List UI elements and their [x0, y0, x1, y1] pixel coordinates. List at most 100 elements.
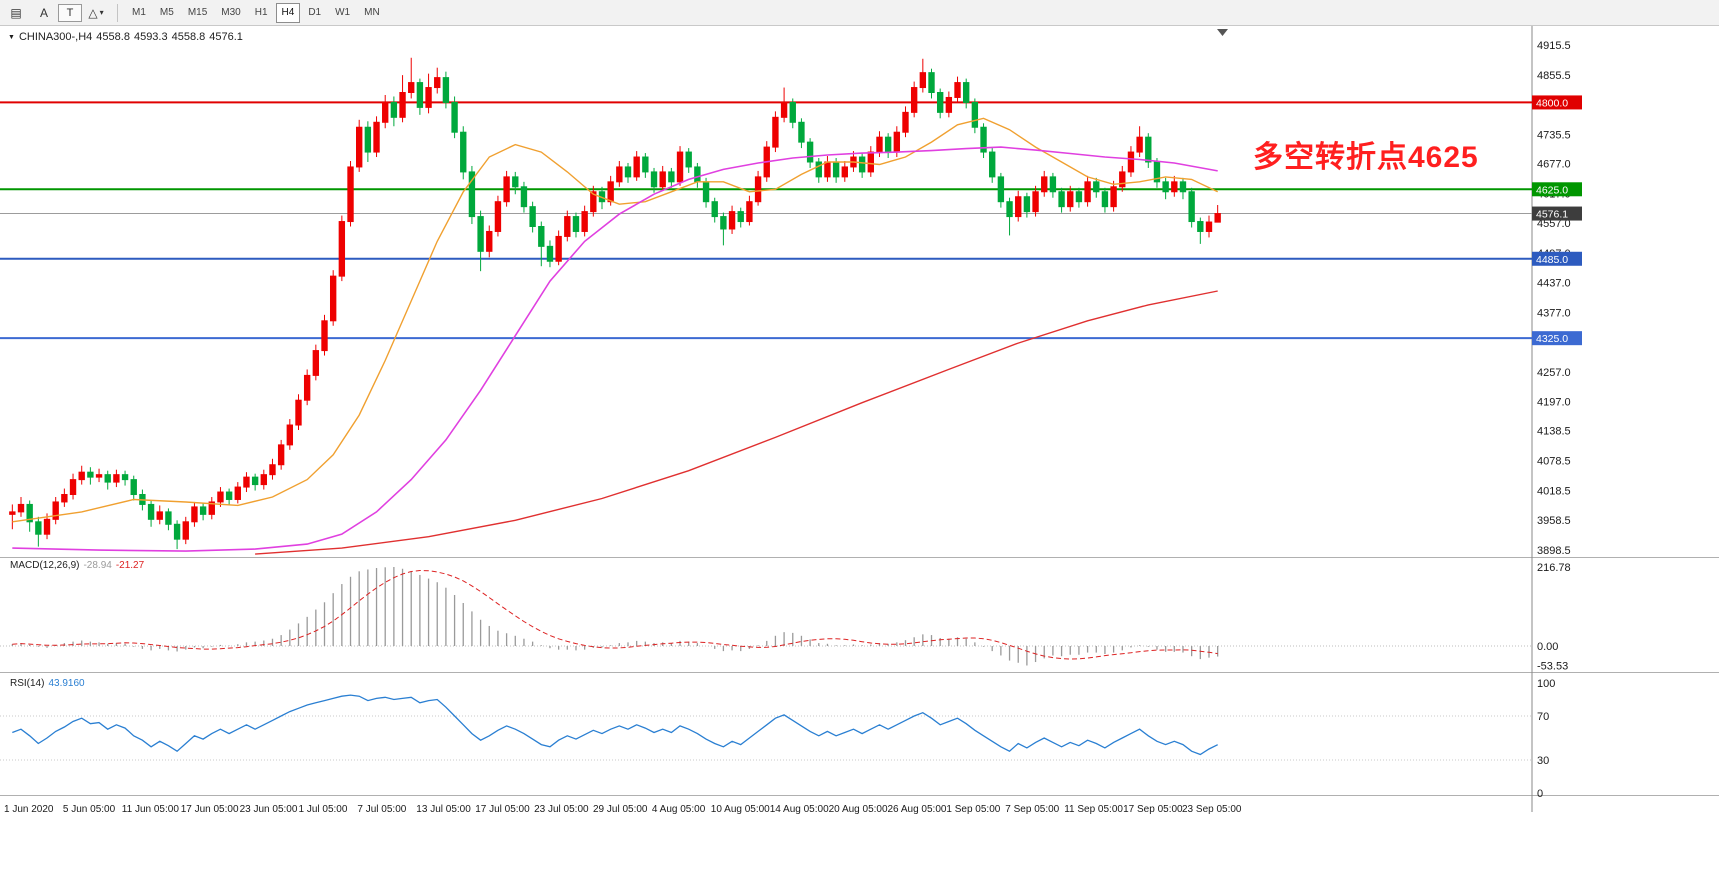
candle — [104, 474, 111, 483]
candle — [1049, 176, 1057, 193]
price-axis-tick: 4855.5 — [1537, 70, 1571, 82]
price-axis-tick: 4138.5 — [1537, 426, 1571, 438]
text-annotation-button[interactable]: A — [30, 2, 58, 24]
candle — [147, 503, 155, 520]
candle — [1041, 176, 1048, 193]
candle — [858, 156, 866, 173]
shapes-button[interactable]: △ ▾ — [82, 2, 110, 24]
rsi-line — [12, 694, 1218, 756]
candle — [87, 471, 94, 478]
time-axis-label: 1 Jul 05:00 — [299, 804, 348, 815]
price-axis-tick: 4257.0 — [1537, 367, 1571, 379]
candle — [1006, 201, 1013, 218]
candle — [425, 87, 432, 108]
candle — [902, 111, 909, 133]
candle — [486, 230, 493, 252]
time-axis-label: 14 Aug 05:00 — [770, 804, 829, 815]
candle — [225, 491, 233, 500]
time-axis-label: 13 Jul 05:00 — [416, 804, 471, 815]
timeframe-button-m5[interactable]: M5 — [159, 7, 174, 18]
candle — [772, 116, 779, 148]
candle — [1136, 136, 1143, 153]
charts-list-button[interactable]: ▤ — [2, 2, 30, 24]
timeframe-button-d1[interactable]: D1 — [308, 7, 322, 18]
candle — [1162, 181, 1169, 193]
timeframe-button-mn[interactable]: MN — [364, 7, 380, 18]
macd-histogram — [11, 567, 1219, 666]
chart-menu-icon[interactable]: ▼ — [8, 33, 15, 41]
candle — [1015, 196, 1022, 218]
candle — [382, 101, 389, 123]
candle — [720, 216, 727, 230]
time-axis-label: 10 Aug 05:00 — [711, 804, 770, 815]
timeframe-button-h1[interactable]: H1 — [254, 7, 268, 18]
candle — [884, 136, 892, 153]
chart-shift-marker-icon[interactable] — [1217, 29, 1228, 36]
candle — [815, 161, 822, 178]
candle — [52, 501, 59, 520]
candle — [451, 101, 458, 133]
candle — [910, 87, 918, 113]
charts-list-icon: ▤ — [10, 5, 22, 20]
candle — [954, 82, 961, 98]
candle — [503, 176, 510, 203]
support-4485-badge — [1532, 251, 1582, 266]
ma-fast-line — [12, 117, 1219, 523]
chart-text-annotation[interactable]: 多空转折点4625 — [1253, 141, 1479, 174]
ma-mid-line — [12, 146, 1218, 552]
chart-window[interactable]: 4915.54855.54735.54677.04617.04557.04497… — [0, 26, 1719, 895]
rsi-axis-tick: 0 — [1537, 788, 1543, 800]
candle — [841, 166, 848, 178]
text-annotation-icon: A — [39, 5, 48, 20]
chevron-down-icon: ▾ — [99, 8, 104, 17]
text-label-button[interactable]: T — [58, 3, 82, 22]
candle — [1127, 151, 1135, 173]
candle — [945, 96, 953, 113]
time-axis-label: 7 Jul 05:00 — [357, 804, 406, 815]
candle — [1067, 191, 1074, 208]
candle — [893, 131, 901, 153]
chart-symbol-timeframe: CHINA300-,H4 — [18, 31, 93, 43]
time-axis-label: 23 Jun 05:00 — [240, 804, 298, 815]
timeframe-button-m1[interactable]: M1 — [132, 7, 146, 18]
candle — [832, 161, 840, 178]
macd-axis-tick: 0.00 — [1537, 641, 1558, 653]
candle — [17, 503, 25, 513]
candle — [555, 235, 562, 262]
candle — [9, 511, 16, 515]
time-axis-label: 17 Sep 05:00 — [1123, 804, 1183, 815]
candle — [572, 216, 580, 232]
candle — [69, 479, 77, 496]
timeframe-button-m30[interactable]: M30 — [221, 7, 241, 18]
candle — [286, 424, 294, 446]
candle — [824, 161, 831, 178]
candle — [711, 201, 718, 218]
support-4325-badge-label: 4325.0 — [1536, 333, 1568, 345]
candle — [798, 121, 805, 143]
timeframe-button-m15[interactable]: M15 — [187, 7, 208, 18]
candle — [789, 101, 796, 123]
candle — [373, 121, 380, 153]
rsi-indicator-label: RSI(14) 43.9160 — [10, 678, 89, 689]
candle — [43, 518, 51, 535]
candle — [1188, 191, 1195, 223]
ohlc-low: 4558.8 — [171, 31, 206, 43]
candle — [1110, 186, 1117, 208]
price-axis-tick: 4735.5 — [1537, 129, 1571, 141]
candle — [399, 92, 406, 118]
timeframe-button-w1[interactable]: W1 — [335, 7, 351, 18]
ohlc-high: 4593.3 — [133, 31, 168, 43]
candle — [95, 474, 103, 478]
candle — [460, 131, 467, 173]
price-chart-canvas[interactable]: 4915.54855.54735.54677.04617.04557.04497… — [0, 26, 1719, 895]
macd-signal-line — [12, 569, 1218, 660]
price-axis-tick: 4197.0 — [1537, 397, 1571, 409]
candle — [642, 156, 649, 173]
moving-averages — [12, 117, 1219, 555]
candle — [694, 166, 701, 183]
macd-axis-tick: -53.53 — [1537, 661, 1568, 673]
candle — [997, 176, 1005, 203]
timeframe-button-h4[interactable]: H4 — [275, 2, 301, 23]
candle — [61, 494, 68, 503]
candle — [217, 491, 224, 503]
